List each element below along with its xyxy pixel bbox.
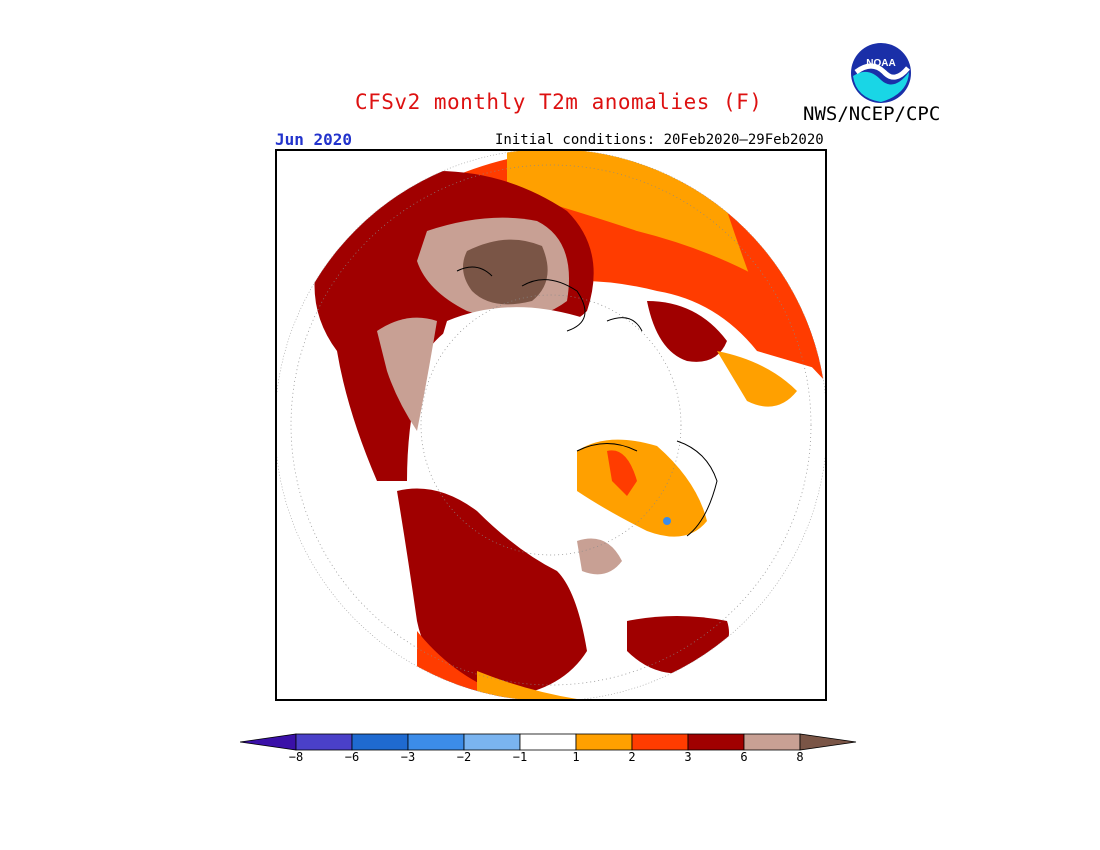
colorbar-tick-label: 1: [572, 750, 580, 764]
colorbar-cell: [687, 733, 745, 751]
colorbar-tick-label: −8: [288, 750, 304, 764]
colorbar-tick-label: −6: [344, 750, 360, 764]
anomaly-region-north-brown: [463, 239, 548, 305]
cold-spot: [663, 517, 671, 525]
colorbar-tick-label: −1: [512, 750, 528, 764]
colorbar-tick-label: 6: [740, 750, 748, 764]
colorbar: [240, 733, 857, 751]
colorbar-cell: [407, 733, 465, 751]
map-title: CFSv2 monthly T2m anomalies (F): [355, 90, 763, 114]
svg-text:NOAA: NOAA: [866, 58, 895, 69]
colorbar-cell: [575, 733, 633, 751]
colorbar-cell: [519, 733, 577, 751]
colorbar-cell: [351, 733, 409, 751]
colorbar-arrow-low: [240, 733, 297, 751]
colorbar-tick-label: 2: [628, 750, 636, 764]
valid-month: Jun 2020: [275, 130, 353, 149]
initial-conditions: Initial conditions: 20Feb2020–29Feb2020: [495, 132, 824, 148]
colorbar-arrow-high: [799, 733, 857, 751]
anomaly-region-east-orange: [717, 351, 797, 407]
colorbar-tick-label: 8: [796, 750, 804, 764]
anomaly-region-east-darkred: [647, 301, 727, 362]
agency-label: NWS/NCEP/CPC: [803, 103, 941, 125]
colorbar-tick-label: −2: [456, 750, 472, 764]
colorbar-cell: [743, 733, 801, 751]
anomaly-region-northeast-orange: [727, 211, 825, 381]
polar-map: [277, 151, 825, 699]
colorbar-tick-label: 3: [684, 750, 692, 764]
map-frame: [275, 149, 827, 701]
coastline: [456, 266, 718, 537]
anomaly-region-siberia-darkred: [397, 488, 587, 699]
colorbar-cell: [295, 733, 353, 751]
arctic-neutral-center: [433, 307, 697, 511]
anomaly-region-siberia-orange: [477, 671, 577, 699]
colorbar-cell: [631, 733, 689, 751]
colorbar-cell: [463, 733, 521, 751]
colorbar-tick-label: −3: [400, 750, 416, 764]
anomaly-region-small-tan: [577, 538, 622, 575]
anomaly-region-scandinavia-red: [607, 450, 637, 496]
anomaly-region-west-tan: [377, 317, 437, 431]
noaa-logo: NOAA: [851, 43, 911, 103]
